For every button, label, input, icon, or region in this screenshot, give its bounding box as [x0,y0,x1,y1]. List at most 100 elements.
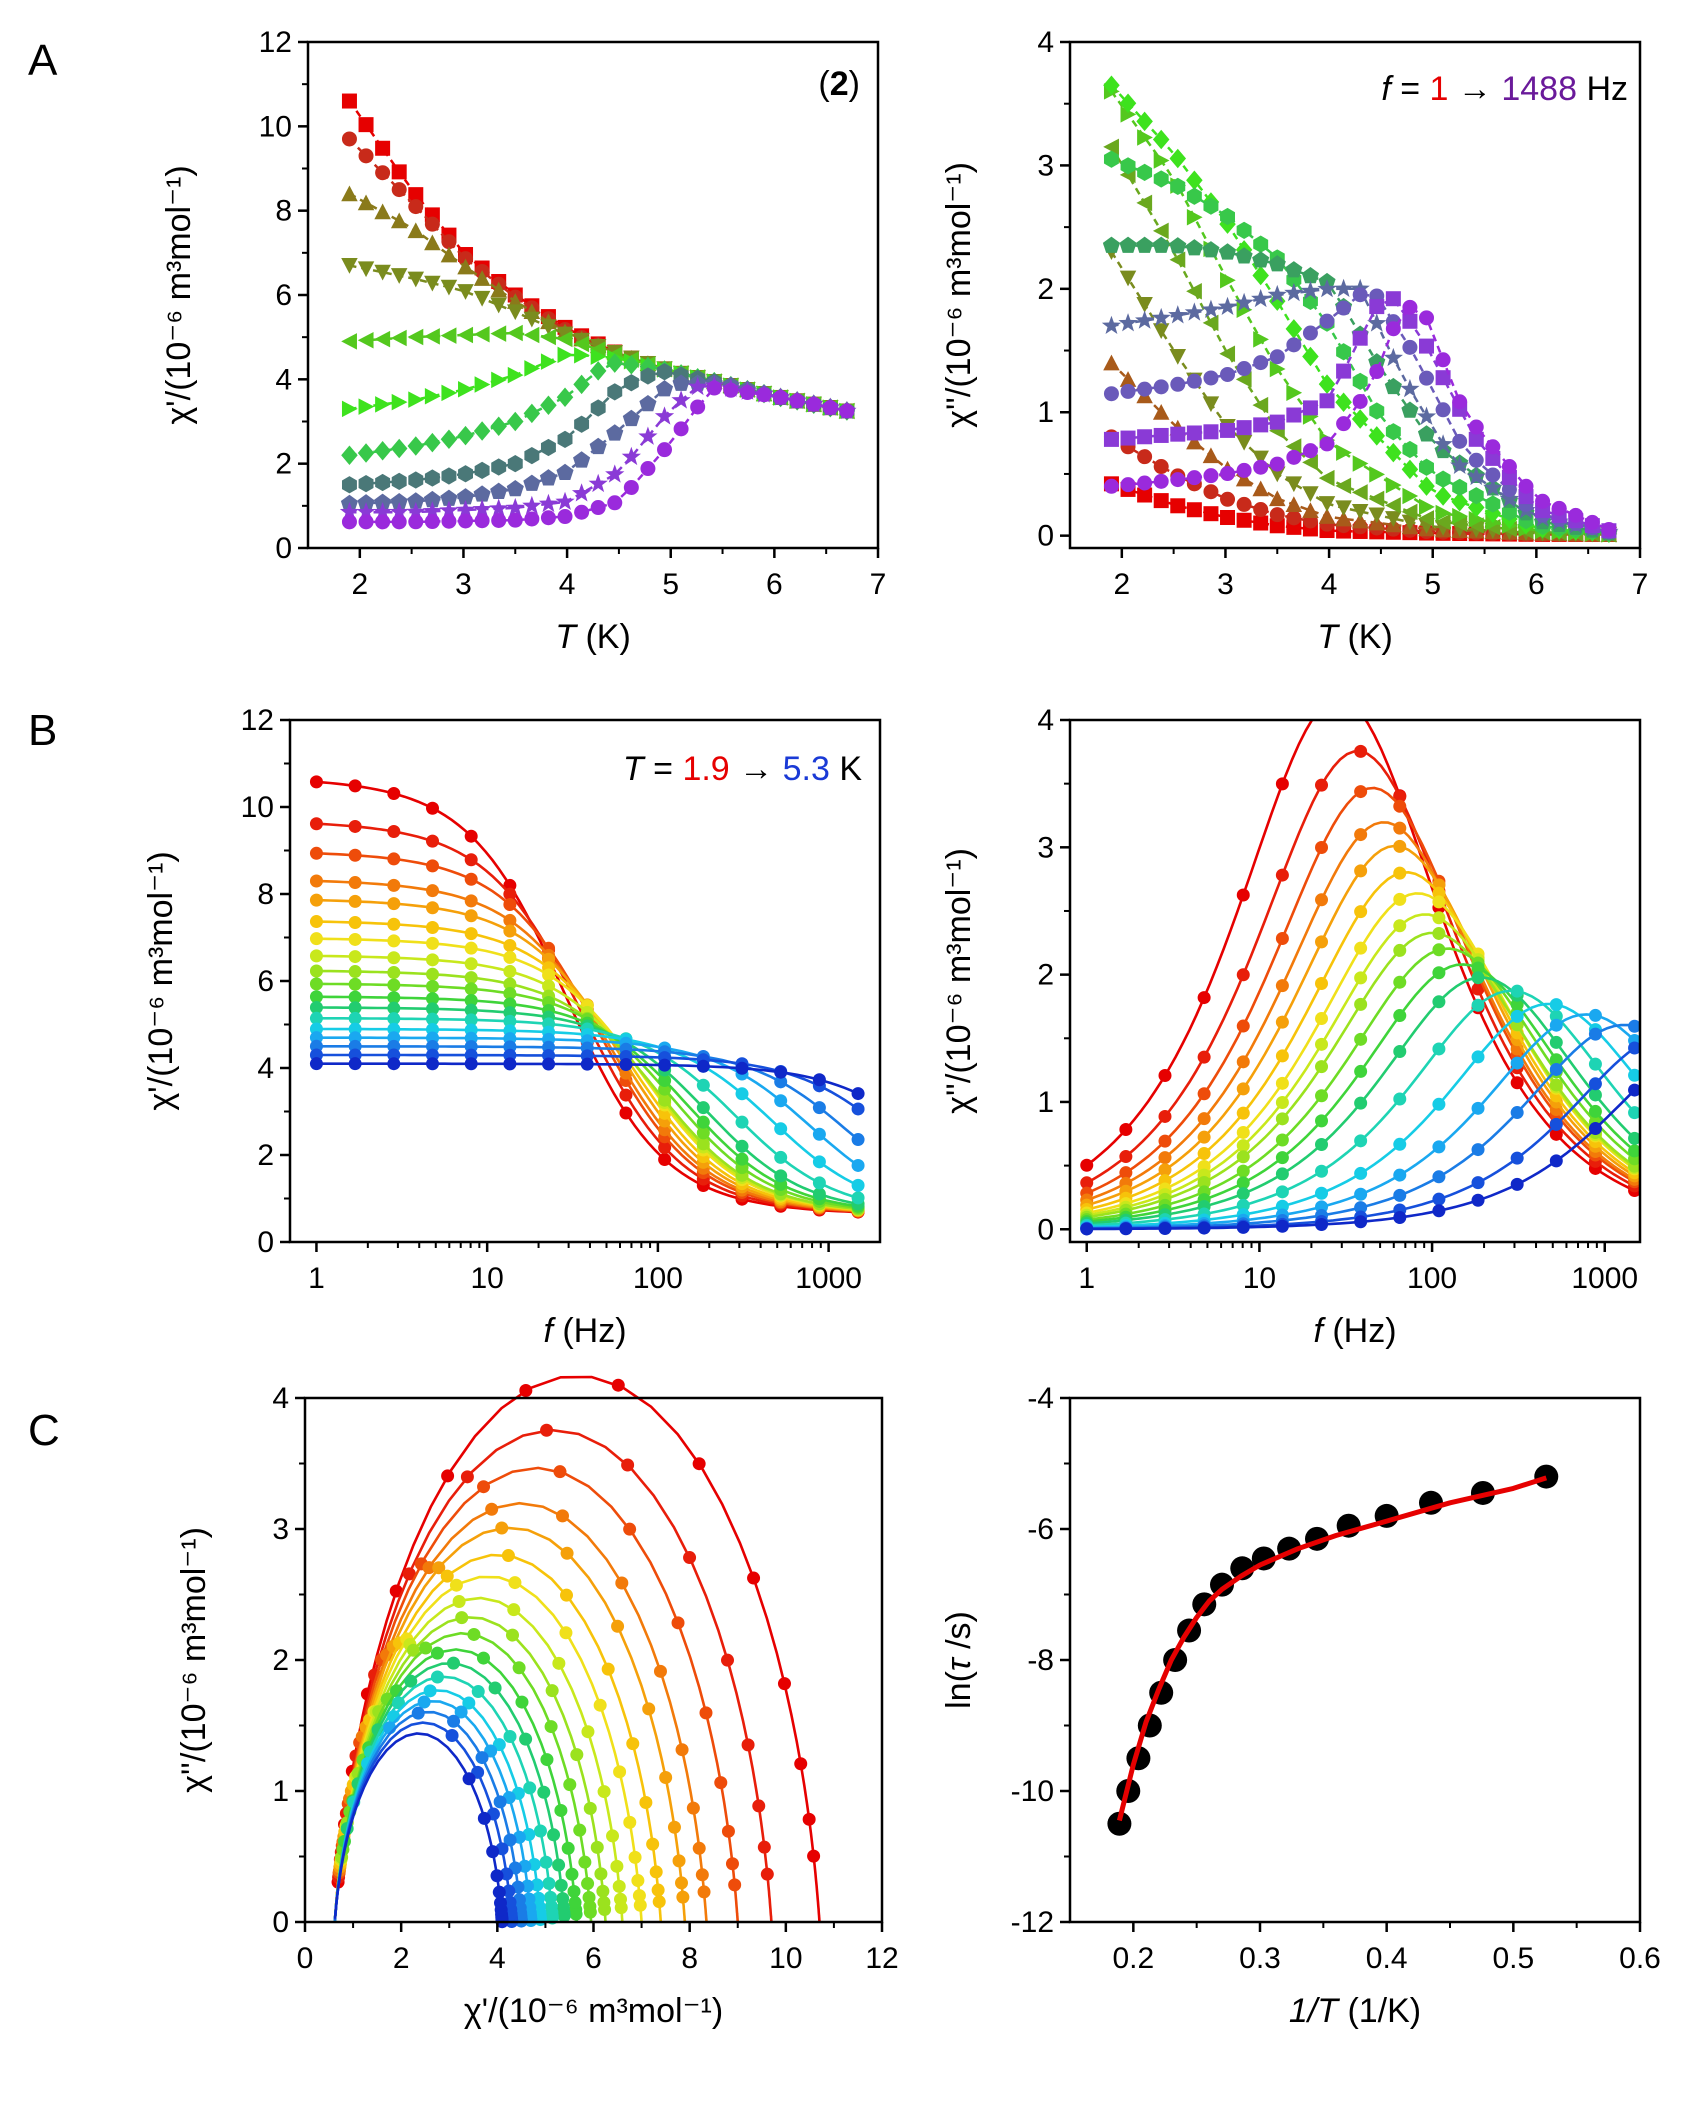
data-point [1253,235,1269,253]
data-point [503,1057,517,1071]
data-point [690,399,706,415]
data-point [1103,431,1119,447]
data-point [1203,197,1219,215]
data-point [777,1677,791,1691]
x-tick-label: 5 [662,568,679,601]
data-point [358,475,374,493]
data-point [1118,313,1138,332]
data-point [390,268,408,284]
data-point [430,1646,444,1660]
data-point [489,498,509,517]
data-point [1152,236,1170,253]
data-point [426,859,440,873]
data-point [1236,1139,1250,1153]
data-point [1136,194,1153,212]
data-point [547,1828,561,1842]
data-point [1319,393,1335,409]
temp-arrow: → [730,750,783,788]
data-point [440,489,458,506]
data-point [1153,493,1169,509]
data-point [699,1706,713,1720]
data-point [1137,129,1153,146]
freq-unit: Hz [1577,70,1628,108]
data-point [519,1384,533,1398]
data-point [1186,187,1202,205]
data-point [471,1685,485,1699]
data-point [341,131,357,147]
temp-unit: K [830,750,862,788]
data-point [473,326,490,343]
data-point [1153,379,1169,395]
data-point [1120,477,1136,493]
data-point [1336,444,1352,461]
x-tick-label: 0 [297,1942,314,1975]
data-point [387,787,401,801]
data-point [1186,208,1203,226]
data-point [348,848,362,862]
data-point [557,509,573,525]
data-point [1468,431,1484,447]
data-point [752,1799,766,1813]
data-point [1351,503,1369,520]
data-point [426,1057,440,1071]
panel-b-left: 1 10 100 1000 0 2 4 6 8 10 12 f (Hz) χ'/(10⁻⁶ m³mol⁻… [142,704,882,1350]
data-point [1080,1222,1094,1236]
data-point [1471,961,1485,975]
data-point [582,1890,596,1904]
data-point [522,1892,536,1906]
data-point [1315,935,1329,949]
data-point [612,1879,626,1893]
data-point [1601,521,1617,537]
x-tick-label: 6 [766,568,783,601]
data-point [1315,1089,1329,1103]
data-point [426,967,440,981]
data-point [309,964,323,978]
data-point [1186,502,1202,518]
y-tick-label: 0 [275,532,292,565]
plot-frame [1068,718,1642,1244]
data-point [1253,459,1269,475]
data-point [1197,1087,1211,1101]
data-point [1236,512,1252,528]
data-point [1471,982,1485,996]
series-f5 [341,185,856,419]
data-point [1315,1114,1329,1128]
data-point [503,924,517,938]
data-point [1401,459,1419,480]
x-tick-label: 4 [559,568,576,601]
data-point [1220,366,1236,382]
x-tick-label: 3 [455,568,472,601]
data-point [1402,487,1419,505]
data-point [503,938,517,952]
data-point [696,1059,710,1073]
data-point [1534,1464,1559,1489]
y-tick-label: 6 [257,965,274,998]
data-point [1158,1068,1172,1082]
data-point [348,819,362,833]
data-point [1275,932,1289,946]
data-point [493,1896,507,1910]
x-tick-label: 1 [1078,1262,1095,1295]
data-point [348,965,362,979]
data-point [683,1551,697,1565]
data-point [356,502,376,521]
data-point [1401,514,1419,531]
data-point [851,1178,865,1192]
plot-area [309,775,865,1219]
data-point [1286,337,1302,353]
freq-from: 1 [1430,70,1449,108]
data-point [503,1895,517,1909]
data-point [1471,1193,1485,1207]
data-point [621,446,641,466]
data-point [1203,506,1219,522]
plot-area [339,93,857,530]
data-point [557,430,573,449]
data-point [1401,503,1418,521]
data-point [658,1141,672,1155]
data-point [407,328,424,346]
data-point [1275,1112,1289,1126]
data-point [1369,299,1385,315]
x-tick-label: 0.4 [1366,1942,1408,1975]
data-point [426,901,440,915]
